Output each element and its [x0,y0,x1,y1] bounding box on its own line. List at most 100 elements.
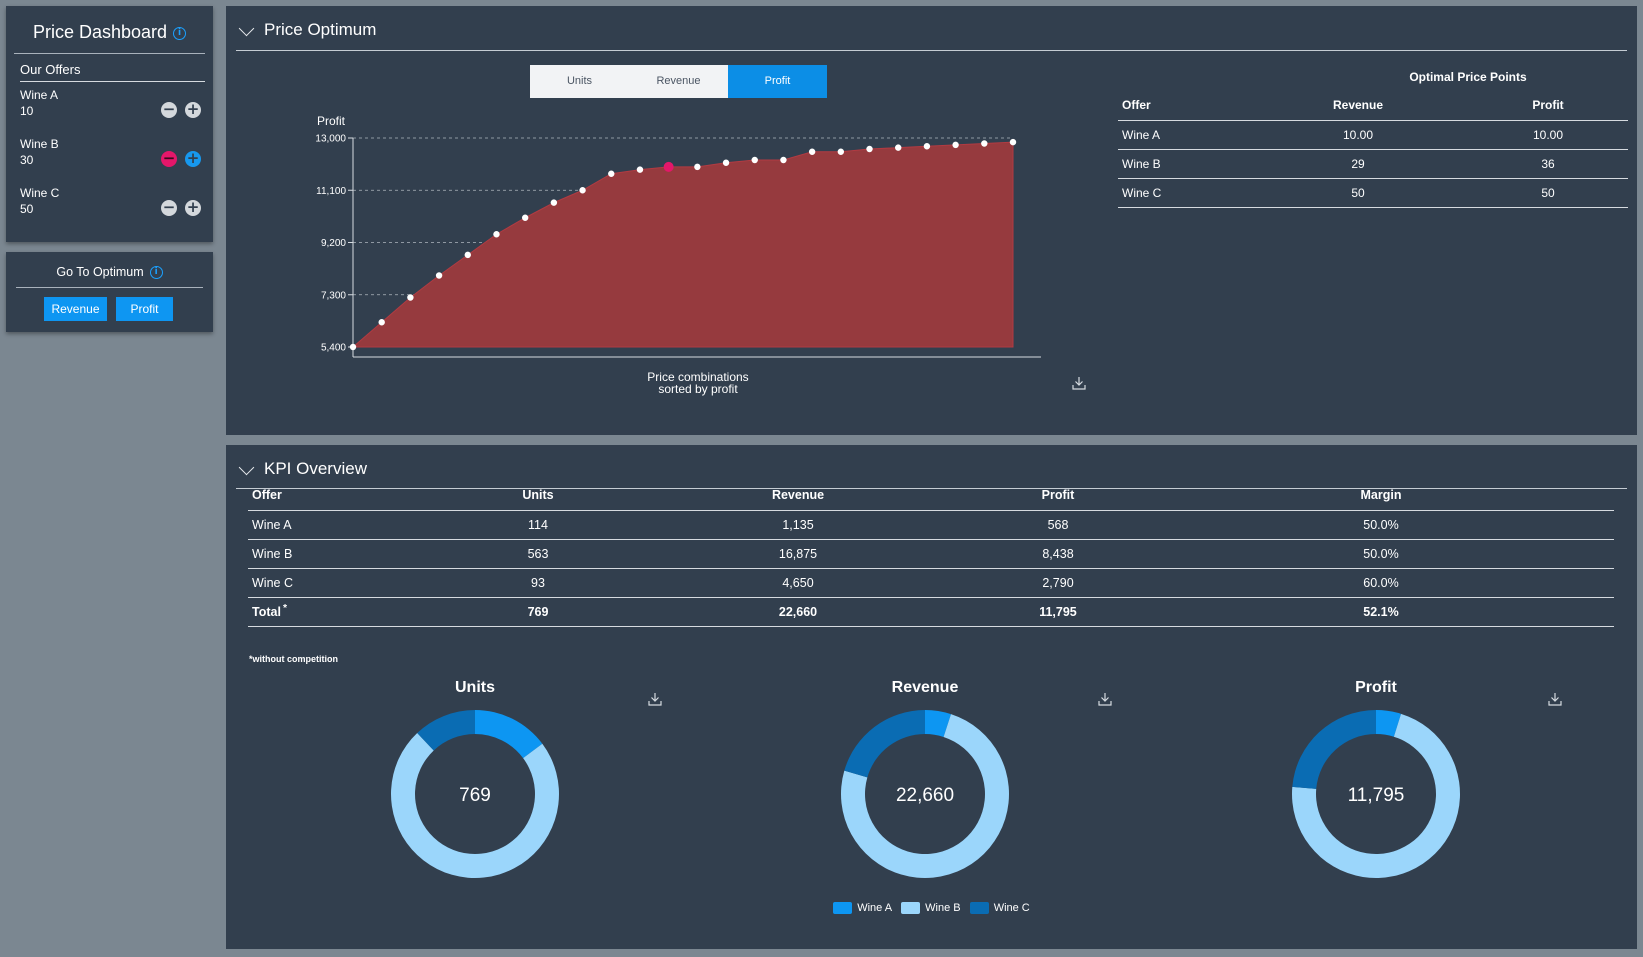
offer-price-value: 10 [20,104,34,118]
offer-name: Wine B [20,137,59,151]
donut-slice-wine-c[interactable] [417,710,475,751]
table-cell: 10.00 [1468,120,1628,150]
y-tick-label: 11,100 [316,186,346,197]
offer-name: Wine A [20,88,59,102]
goto-title-row: Go To Optimum i [6,265,213,280]
table-cell: Wine B [248,539,448,569]
tab-units[interactable]: Units [530,65,629,98]
data-point[interactable] [952,141,959,149]
legend-item-wine-c[interactable]: Wine C [969,902,1030,914]
decrease-price-button[interactable]: − [161,149,177,167]
price-optimum-panel: Price Optimum Units Revenue Profit Profi… [226,6,1637,435]
table-cell: 50.0% [1148,539,1614,569]
table-cell: 22,660 [628,597,968,627]
table-cell: 10.00 [1248,120,1468,150]
table-cell: Wine C [248,568,448,598]
data-point[interactable] [608,170,615,177]
divider [20,81,205,82]
data-point[interactable] [722,159,730,166]
data-point[interactable] [981,140,988,147]
price-dashboard-panel: Price Dashboard i Our Offers Wine A 10 − … [6,6,213,242]
column-header: Margin [1148,481,1614,511]
data-point[interactable] [550,199,558,206]
column-header: Revenue [1248,91,1468,121]
table-cell: 563 [448,539,628,569]
donut-slice-wine-b[interactable] [391,733,559,878]
info-icon[interactable]: i [173,26,187,40]
data-point[interactable] [579,187,586,194]
data-point[interactable] [464,251,471,259]
legend-swatch [901,902,921,914]
tab-profit[interactable]: Profit [728,65,827,98]
increase-price-button[interactable]: + [185,149,201,167]
tab-revenue[interactable]: Revenue [629,65,728,98]
legend-item-wine-a[interactable]: Wine A [833,902,892,914]
data-point[interactable] [1009,138,1017,146]
y-tick-label: 7,300 [321,290,346,301]
table-row: Wine B 29 36 [1118,149,1628,179]
donut-center-label: 11,795 [1348,785,1405,806]
data-point[interactable] [837,148,845,155]
offer-wine-c: Wine C 50 − + [20,186,205,226]
decrease-price-button[interactable]: − [161,198,177,216]
data-point[interactable] [663,161,674,172]
data-point[interactable] [407,294,414,301]
data-point[interactable] [923,143,931,150]
goto-revenue-button[interactable]: Revenue [44,297,107,321]
download-icon[interactable] [1072,376,1086,390]
donut-slice-wine-c[interactable] [844,710,925,778]
data-point[interactable] [694,163,701,171]
data-point[interactable] [493,231,500,238]
data-point[interactable] [808,148,816,155]
price-optimum-header[interactable]: Price Optimum [236,20,376,40]
legend-item-wine-b[interactable]: Wine B [901,902,961,914]
data-point[interactable] [866,145,873,153]
legend-label: Wine B [925,902,961,914]
profit-area-chart: Profit 5,400 7,300 9,200 11,100 13,000 Price… [315,114,1041,396]
column-header: Offer [248,481,448,511]
kpi-overview-header[interactable]: KPI Overview [236,459,367,479]
download-icon[interactable] [648,692,662,706]
profit-donut-block: Profit 11,795 [1176,679,1576,899]
info-icon[interactable]: i [149,266,163,280]
revenue-donut-block: Revenue 22,660 [725,679,1125,899]
y-axis-title: Profit [317,114,346,128]
donut-slice-wine-a[interactable] [1376,710,1402,737]
table-cell: 50 [1468,178,1628,208]
donut-title: Profit [1355,679,1397,696]
donut-slice-wine-c[interactable] [1292,710,1376,789]
donut-center-label: 22,660 [896,785,954,806]
offer-price-value: 50 [20,202,34,216]
download-icon[interactable] [1548,692,1562,706]
data-point[interactable] [378,319,385,326]
goto-profit-button[interactable]: Profit [116,297,173,321]
go-to-optimum-panel: Go To Optimum i Revenue Profit [6,252,213,332]
decrease-price-button[interactable]: − [161,100,177,118]
offers-heading: Our Offers [20,62,81,77]
offer-wine-b: Wine B 30 − + [20,137,205,177]
table-row: Wine A 10.00 10.00 [1118,120,1628,150]
data-point[interactable] [521,214,529,221]
total-footnote-mark: * [282,603,287,615]
donut-slice-wine-b[interactable] [841,714,1009,878]
revenue-donut-chart: 22,660 [841,710,1009,878]
data-point[interactable] [349,343,357,351]
y-tick-label: 5,400 [321,343,346,354]
table-cell: 50 [1248,178,1468,208]
donut-slice-wine-a[interactable] [925,710,952,737]
data-point[interactable] [751,156,758,164]
legend-label: Wine A [857,902,893,914]
increase-price-button[interactable]: + [185,198,201,216]
chevron-down-icon[interactable] [238,459,255,476]
data-point[interactable] [636,166,644,173]
divider [14,53,205,54]
increase-price-button[interactable]: + [185,100,201,118]
data-point[interactable] [435,272,443,279]
table-cell: 8,438 [968,539,1148,569]
total-label-cell: Total * [248,597,448,627]
data-point[interactable] [780,156,787,164]
data-point[interactable] [895,144,902,151]
donut-slice-wine-a[interactable] [475,710,543,759]
download-icon[interactable] [1098,692,1112,706]
donut-slice-wine-b[interactable] [1292,713,1460,878]
